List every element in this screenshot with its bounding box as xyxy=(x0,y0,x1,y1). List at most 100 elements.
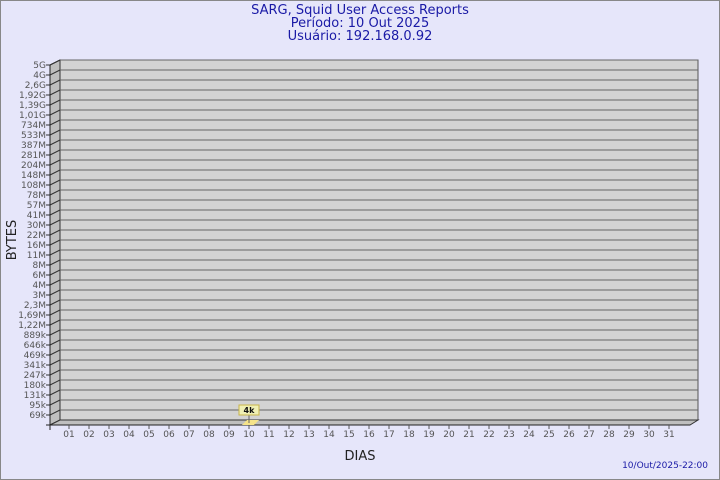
y-tick-label: 341k xyxy=(24,361,47,371)
gridline-depth xyxy=(49,339,61,346)
y-tick-label: 1,69M xyxy=(18,311,46,321)
gridline-depth xyxy=(49,209,61,216)
y-tick-label: 5G xyxy=(33,61,46,71)
x-tick-label: 20 xyxy=(443,430,455,440)
timestamp: 10/Out/2025-22:00 xyxy=(622,461,708,471)
y-tick-label: 2,6G xyxy=(25,81,46,91)
x-tick-label: 28 xyxy=(603,430,615,440)
chart-title: SARG, Squid User Access Reports xyxy=(251,3,469,18)
gridline-depth xyxy=(49,259,61,266)
y-tick-label: 247k xyxy=(24,371,47,381)
gridline-depth xyxy=(49,269,61,276)
gridline-depth xyxy=(49,89,61,96)
gridline-depth xyxy=(49,139,61,146)
y-tick-label: 22M xyxy=(27,231,46,241)
gridline-depth xyxy=(49,299,61,306)
gridline-depth xyxy=(49,69,61,76)
x-tick-label: 02 xyxy=(83,430,94,440)
x-tick-label: 07 xyxy=(183,430,194,440)
gridline-depth xyxy=(49,189,61,196)
x-tick-label: 25 xyxy=(543,430,554,440)
y-tick-label: 734M xyxy=(21,121,46,131)
gridline-depth xyxy=(49,279,61,286)
y-tick-label: 1,22M xyxy=(18,321,46,331)
gridline-depth xyxy=(49,389,61,396)
y-tick-label: 131k xyxy=(24,391,47,401)
bar-value-label: 4k xyxy=(244,406,256,415)
y-tick-label: 57M xyxy=(27,201,46,211)
y-tick-label: 11M xyxy=(27,251,46,261)
x-tick-label: 21 xyxy=(463,430,474,440)
gridline-depth xyxy=(49,149,61,156)
gridline-depth xyxy=(49,369,61,376)
gridline-depth xyxy=(49,99,61,106)
gridline-depth xyxy=(49,239,61,246)
y-tick-label: 6M xyxy=(33,271,47,281)
y-tick-label: 41M xyxy=(27,211,46,221)
x-tick-label: 05 xyxy=(143,430,154,440)
y-tick-label: 16M xyxy=(27,241,46,251)
y-tick-label: 4M xyxy=(33,281,47,291)
y-tick-label: 281M xyxy=(21,151,46,161)
y-tick-label: 2,3M xyxy=(24,301,46,311)
x-tick-label: 30 xyxy=(643,430,655,440)
chart-period: Período: 10 Out 2025 xyxy=(290,16,430,31)
bar-day-10 xyxy=(242,420,259,425)
y-tick-label: 1,01G xyxy=(19,111,46,121)
x-tick-label: 10 xyxy=(243,430,255,440)
x-tick-label: 23 xyxy=(503,430,514,440)
gridline-depth xyxy=(49,79,61,86)
y-axis-title: BYTES xyxy=(5,220,20,261)
x-tick-label: 24 xyxy=(523,430,535,440)
gridline-depth xyxy=(49,179,61,186)
gridline-depth xyxy=(49,359,61,366)
y-tick-label: 387M xyxy=(21,141,46,151)
x-tick-label: 01 xyxy=(63,430,74,440)
gridline-depth xyxy=(49,229,61,236)
y-tick-label: 69k xyxy=(29,411,46,421)
y-tick-label: 4G xyxy=(33,71,46,81)
bar-label-box xyxy=(238,404,260,416)
x-tick-label: 11 xyxy=(263,430,274,440)
x-tick-label: 27 xyxy=(583,430,594,440)
x-tick-label: 09 xyxy=(223,430,235,440)
x-tick-label: 22 xyxy=(483,430,494,440)
y-tick-label: 533M xyxy=(21,131,46,141)
gridline-depth xyxy=(49,199,61,206)
x-tick-label: 15 xyxy=(343,430,354,440)
gridline-depth xyxy=(49,159,61,166)
y-tick-label: 204M xyxy=(21,161,46,171)
x-tick-label: 26 xyxy=(563,430,575,440)
y-tick-label: 8M xyxy=(33,261,47,271)
x-tick-label: 31 xyxy=(663,430,674,440)
gridline-depth xyxy=(49,289,61,296)
x-tick-label: 08 xyxy=(203,430,215,440)
x-axis-title: DIAS xyxy=(345,449,376,464)
y-tick-label: 1,92G xyxy=(19,91,46,101)
gridline-depth xyxy=(49,379,61,386)
x-tick-label: 04 xyxy=(123,430,135,440)
gridline-depth xyxy=(49,329,61,336)
gridline-depth xyxy=(49,109,61,116)
chart-user: Usuário: 192.168.0.92 xyxy=(287,29,433,44)
gridline-depth xyxy=(49,59,61,66)
gridline-depth xyxy=(49,249,61,256)
gridline-depth xyxy=(49,349,61,356)
gridline-depth xyxy=(49,319,61,326)
y-tick-label: 180k xyxy=(24,381,47,391)
gridline-depth xyxy=(49,169,61,176)
y-tick-label: 889k xyxy=(24,331,47,341)
y-tick-label: 469k xyxy=(24,351,47,361)
x-tick-label: 13 xyxy=(303,430,314,440)
x-tick-label: 18 xyxy=(403,430,415,440)
x-tick-label: 29 xyxy=(623,430,635,440)
y-tick-label: 1,39G xyxy=(19,101,46,111)
x-tick-label: 14 xyxy=(323,430,335,440)
x-tick-label: 06 xyxy=(163,430,175,440)
x-tick-label: 19 xyxy=(423,430,435,440)
y-tick-label: 646k xyxy=(24,341,47,351)
gridline-depth xyxy=(49,409,61,416)
gridline-depth xyxy=(49,219,61,226)
x-tick-label: 12 xyxy=(283,430,294,440)
